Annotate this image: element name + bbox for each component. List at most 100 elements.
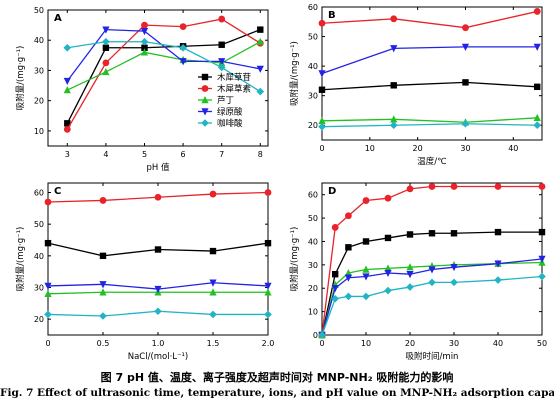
legend-label: 绿原酸 <box>217 107 243 118</box>
data-point <box>533 8 541 15</box>
x-tick-label: 10 <box>365 144 375 153</box>
data-point <box>63 86 71 94</box>
data-point <box>179 23 187 31</box>
x-axis-label: 吸附时间/min <box>406 351 459 362</box>
series-line-3 <box>321 117 538 123</box>
data-point <box>533 121 542 130</box>
data-point <box>533 113 541 122</box>
panel-a: 3 4 5 6 7 8 10 20 30 40 50 pH 值 吸附量/(mg·g⁻¹) A 木犀草苷木犀草… <box>15 6 269 173</box>
data-point <box>344 274 352 282</box>
data-point <box>362 273 370 281</box>
series-line-4 <box>66 28 261 82</box>
y-tick-label: 30 <box>308 261 318 270</box>
data-point <box>257 26 264 33</box>
legend-label: 木犀草素 <box>217 84 252 95</box>
data-point <box>332 271 339 278</box>
data-point <box>63 77 71 86</box>
data-point <box>264 288 272 296</box>
data-point <box>428 183 436 190</box>
y-tick-label: 30 <box>308 92 318 101</box>
data-point <box>99 312 107 320</box>
data-point <box>154 285 162 294</box>
data-point <box>389 121 398 130</box>
x-tick-label: 40 <box>493 339 503 348</box>
data-point <box>461 119 470 128</box>
y-tick-label: 20 <box>308 121 318 130</box>
data-point <box>494 183 502 190</box>
legend-label: 咖啡酸 <box>217 118 243 129</box>
data-point <box>318 19 326 27</box>
data-point <box>318 86 326 93</box>
caption-chinese: 图 7 pH 值、温度、离子强度及超声时间对 MNP-NH₂ 吸附能力的影响 <box>100 371 454 384</box>
data-point <box>331 285 339 293</box>
y-tick-label: 30 <box>34 66 44 75</box>
data-point <box>345 212 352 220</box>
data-point <box>318 331 326 339</box>
y-tick-label: 20 <box>34 97 44 106</box>
series-line-5 <box>67 41 261 93</box>
data-point <box>494 276 502 284</box>
x-axis-label: NaCl/(mol·L⁻¹) <box>128 352 189 362</box>
data-point <box>256 65 264 73</box>
x-tick-label: 20 <box>405 339 415 348</box>
data-point <box>64 120 71 127</box>
data-point <box>154 307 162 316</box>
panel-letter: C <box>54 186 61 197</box>
data-point <box>209 190 217 198</box>
x-tick-label: 7 <box>219 150 224 159</box>
data-point <box>428 266 436 274</box>
data-point <box>209 247 217 255</box>
data-point <box>534 83 541 90</box>
y-axis-label: 吸附量/(mg·g⁻¹) <box>15 46 26 111</box>
data-point <box>406 271 414 279</box>
x-axis-label: pH 值 <box>147 162 170 173</box>
data-point <box>362 238 370 245</box>
x-tick-label: 30 <box>449 339 459 348</box>
data-point <box>450 263 458 272</box>
y-axis-label: 吸附量/(mg·g⁻¹) <box>15 227 26 292</box>
data-point <box>218 41 225 48</box>
x-tick-label: 1.0 <box>152 339 165 348</box>
x-axis-label: 温度/℃ <box>417 156 447 167</box>
data-point <box>384 234 392 242</box>
data-point <box>218 58 226 66</box>
y-tick-label: 40 <box>34 252 44 261</box>
series-line-4 <box>321 258 543 336</box>
y-tick-label: 10 <box>34 127 44 136</box>
y-tick-label: 60 <box>308 191 318 200</box>
data-point <box>99 281 107 289</box>
series-line-4 <box>321 46 538 75</box>
x-tick-label: 1.5 <box>207 339 220 348</box>
y-tick-label: 40 <box>308 237 318 246</box>
data-point <box>264 189 272 196</box>
panel-letter: A <box>54 13 62 24</box>
y-tick-label: 40 <box>34 36 44 45</box>
data-point <box>533 43 541 51</box>
x-tick-label: 0 <box>45 339 50 348</box>
series-line-2 <box>321 185 542 336</box>
data-point <box>209 310 217 319</box>
x-tick-label: 2.0 <box>262 339 275 348</box>
data-point <box>154 193 162 201</box>
series-line-1 <box>321 231 542 336</box>
y-tick-label: 0 <box>313 331 318 340</box>
y-tick-label: 40 <box>308 62 318 71</box>
data-point <box>209 288 217 296</box>
data-point <box>390 82 397 89</box>
x-tick-label: 0 <box>319 339 324 348</box>
data-point <box>462 24 469 32</box>
data-point <box>406 185 414 193</box>
series-line-1 <box>321 81 538 91</box>
data-point <box>102 37 110 46</box>
data-point <box>141 44 148 51</box>
data-point <box>344 292 353 301</box>
x-tick-label: 0.5 <box>97 339 110 348</box>
data-point <box>538 228 546 236</box>
data-point <box>99 252 107 260</box>
data-point <box>450 278 458 287</box>
data-point <box>264 310 272 319</box>
data-point <box>102 59 110 67</box>
series-line-5 <box>321 275 543 336</box>
data-point <box>345 244 352 251</box>
legend-marker <box>201 119 209 127</box>
